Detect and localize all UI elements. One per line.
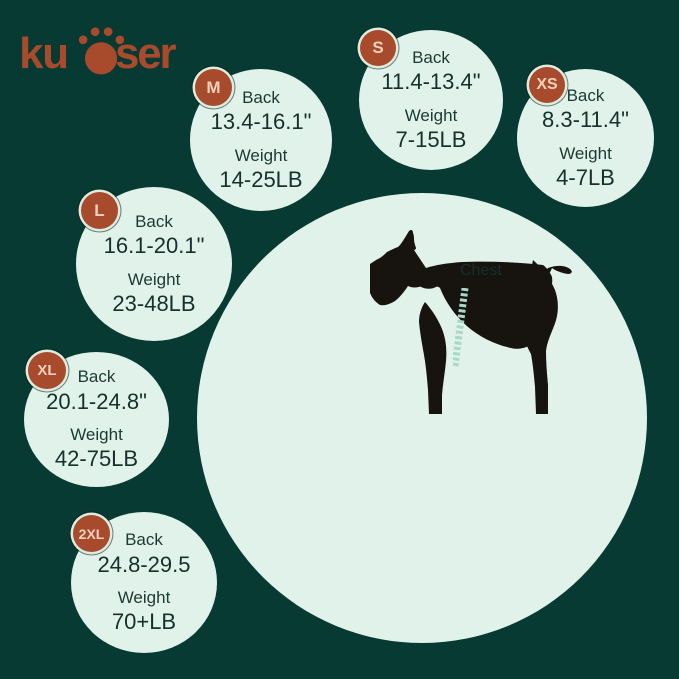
svg-text:ser: ser bbox=[115, 29, 177, 78]
svg-text:ku: ku bbox=[19, 29, 68, 78]
